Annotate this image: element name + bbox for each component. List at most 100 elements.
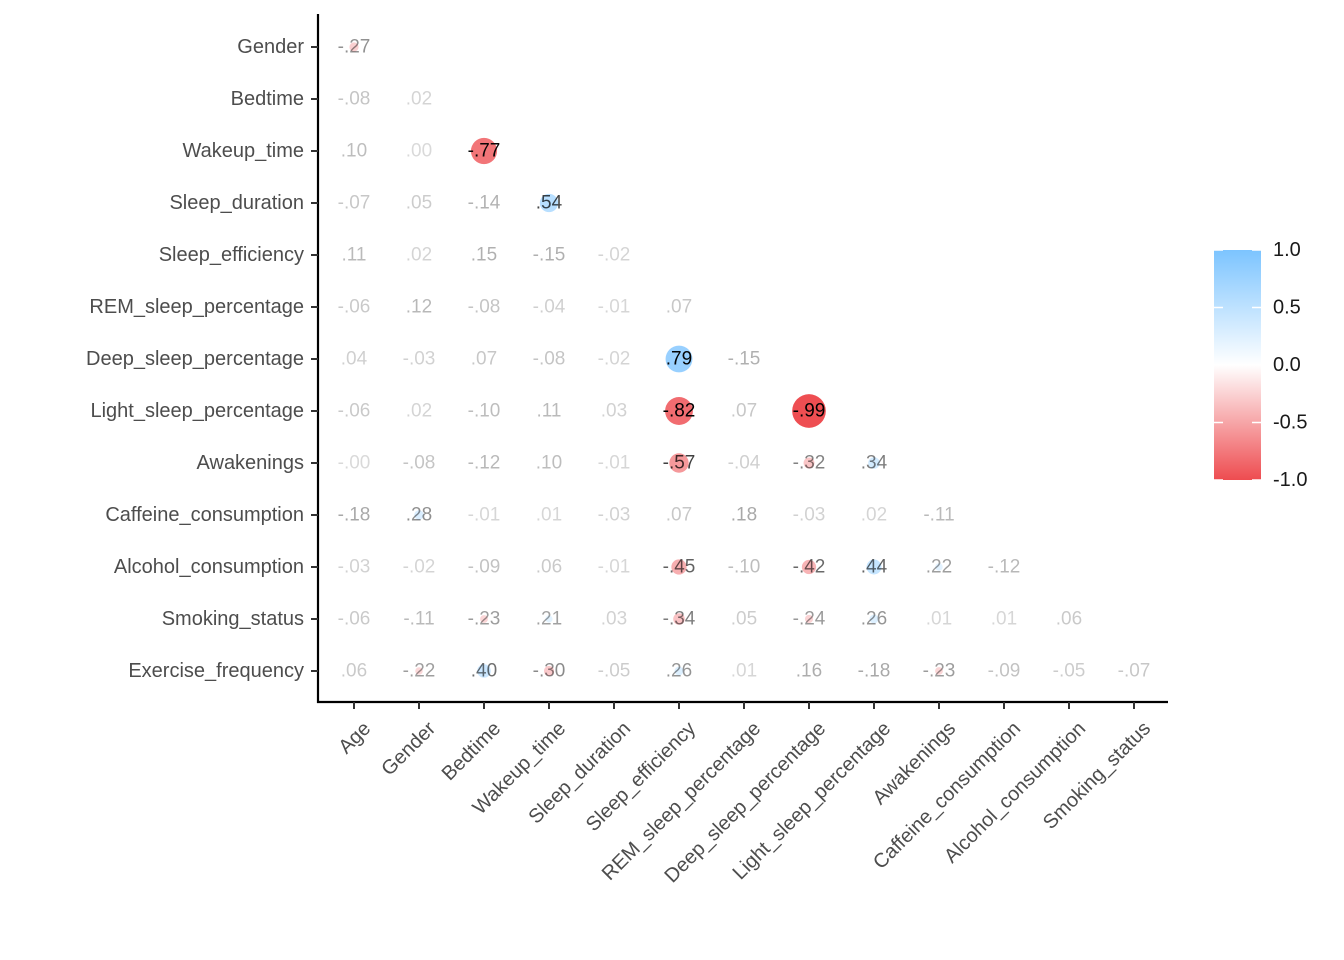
y-tick-label-alcohol-consumption: Alcohol_consumption <box>114 556 304 578</box>
cell-label-deep-sleep-percentage-sleep-duration: -.02 <box>598 349 631 370</box>
y-tick-label-gender: Gender <box>237 36 304 58</box>
cell-circle-deep-sleep-percentage-sleep-efficiency <box>665 345 693 373</box>
cell-label-light-sleep-percentage-bedtime: -.10 <box>468 401 501 422</box>
cell-label-smoking-status-rem-sleep-percentage: .05 <box>731 609 757 630</box>
cell-label-sleep-duration-bedtime: -.14 <box>468 193 501 214</box>
cell-label-smoking-status-bedtime: -.23 <box>468 609 501 630</box>
cell-label-smoking-status-light-sleep-percentage: .26 <box>861 609 887 630</box>
cell-circle-smoking-status-sleep-efficiency <box>673 613 685 625</box>
cell-circle-exercise-frequency-gender <box>415 667 423 675</box>
cell-circle-light-sleep-percentage-sleep-efficiency <box>665 397 693 425</box>
legend-tick-label: 1.0 <box>1273 239 1301 261</box>
cell-circle-smoking-status-deep-sleep-percentage <box>804 614 814 624</box>
cell-label-sleep-efficiency-gender: .02 <box>406 245 432 266</box>
x-axis-tick-labels: Age GenderBedtimeWakeup_timeSleep_duratio… <box>334 717 1155 887</box>
cell-circle-exercise-frequency-awakenings <box>935 667 943 675</box>
cell-circle-light-sleep-percentage-deep-sleep-percentage <box>792 394 826 428</box>
cell-circle-alcohol-consumption-deep-sleep-percentage <box>801 559 817 575</box>
cell-circle-wakeup-time-bedtime <box>470 137 498 165</box>
cell-label-caffeine-consumption-age: -.18 <box>338 505 371 526</box>
cell-label-exercise-frequency-caffeine-consumption: -.09 <box>988 661 1021 682</box>
legend-tick-label: 0.0 <box>1273 354 1301 376</box>
cell-circle-alcohol-consumption-sleep-efficiency <box>671 559 687 575</box>
x-tick-label-gender: Gender <box>377 717 440 780</box>
y-tick-label-awakenings: Awakenings <box>197 452 304 474</box>
cell-label-exercise-frequency-age: .06 <box>341 661 367 682</box>
cell-label-caffeine-consumption-bedtime: -.01 <box>468 505 501 526</box>
cell-label-deep-sleep-percentage-sleep-efficiency: .79 <box>666 349 692 370</box>
cell-label-awakenings-bedtime: -.12 <box>468 453 501 474</box>
cell-label-rem-sleep-percentage-sleep-duration: -.01 <box>598 297 631 318</box>
cell-label-rem-sleep-percentage-sleep-efficiency: .07 <box>666 297 692 318</box>
cell-label-deep-sleep-percentage-age: .04 <box>341 349 368 370</box>
cell-label-caffeine-consumption-light-sleep-percentage: .02 <box>861 505 887 526</box>
cell-label-smoking-status-wakeup-time: .21 <box>536 609 562 630</box>
cell-label-alcohol-consumption-wakeup-time: .06 <box>536 557 562 578</box>
cell-label-deep-sleep-percentage-wakeup-time: -.08 <box>533 349 566 370</box>
cell-label-caffeine-consumption-sleep-efficiency: .07 <box>666 505 692 526</box>
cell-label-light-sleep-percentage-rem-sleep-percentage: .07 <box>731 401 757 422</box>
y-tick-label-bedtime: Bedtime <box>231 88 304 110</box>
cell-label-rem-sleep-percentage-bedtime: -.08 <box>468 297 501 318</box>
cell-label-alcohol-consumption-bedtime: -.09 <box>468 557 501 578</box>
cell-label-exercise-frequency-sleep-efficiency: .26 <box>666 661 692 682</box>
cell-circle-caffeine-consumption-gender <box>414 510 424 520</box>
cell-label-alcohol-consumption-deep-sleep-percentage: -.42 <box>793 557 826 578</box>
cell-circle-alcohol-consumption-awakenings <box>935 563 943 571</box>
cell-layer: -.27 -.08 .02 .10 .00 -.77 -.07 .05 -.14 .54 .11 .0… <box>338 37 1151 682</box>
cell-circle-sleep-duration-wakeup-time <box>539 193 559 213</box>
cell-label-awakenings-age: -.00 <box>338 453 371 474</box>
cell-label-smoking-status-gender: -.11 <box>403 609 434 630</box>
y-tick-label-sleep-efficiency: Sleep_efficiency <box>159 244 304 266</box>
cell-label-light-sleep-percentage-sleep-duration: .03 <box>601 401 627 422</box>
cell-label-alcohol-consumption-gender: -.02 <box>403 557 436 578</box>
cell-label-rem-sleep-percentage-gender: .12 <box>406 297 432 318</box>
cell-label-sleep-efficiency-age: .11 <box>341 245 366 266</box>
cell-label-sleep-duration-gender: .05 <box>406 193 432 214</box>
cell-circle-exercise-frequency-wakeup-time <box>543 665 555 677</box>
x-tick-label-bedtime: Bedtime <box>438 718 505 785</box>
cell-label-bedtime-age: -.08 <box>338 89 371 110</box>
cell-label-sleep-duration-age: -.07 <box>338 193 371 214</box>
cell-label-smoking-status-caffeine-consumption: .01 <box>991 609 1017 630</box>
cell-circle-exercise-frequency-bedtime <box>477 664 491 678</box>
y-tick-label-smoking-status: Smoking_status <box>162 608 304 630</box>
cell-label-awakenings-sleep-efficiency: -.57 <box>663 453 696 474</box>
cell-label-alcohol-consumption-rem-sleep-percentage: -.10 <box>728 557 761 578</box>
y-axis-tick-labels: Gender Bedtime Wakeup_time Sleep_duration Sl… <box>86 36 304 682</box>
cell-label-sleep-duration-wakeup-time: .54 <box>536 193 563 214</box>
cell-label-exercise-frequency-rem-sleep-percentage: .01 <box>731 661 757 682</box>
cell-label-alcohol-consumption-sleep-duration: -.01 <box>598 557 631 578</box>
y-tick-label-wakeup-time: Wakeup_time <box>182 140 304 162</box>
cell-label-wakeup-time-age: .10 <box>341 141 367 162</box>
cell-label-smoking-status-awakenings: .01 <box>926 609 952 630</box>
cell-label-caffeine-consumption-sleep-duration: -.03 <box>598 505 631 526</box>
cell-label-smoking-status-sleep-duration: .03 <box>601 609 627 630</box>
legend-tick-label: 0.5 <box>1273 297 1301 319</box>
y-tick-label-rem-sleep-percentage: REM_sleep_percentage <box>89 296 304 318</box>
cell-circle-awakenings-light-sleep-percentage <box>868 457 880 469</box>
cell-label-awakenings-wakeup-time: .10 <box>536 453 562 474</box>
cell-label-exercise-frequency-awakenings: -.23 <box>923 661 956 682</box>
cell-label-awakenings-rem-sleep-percentage: -.04 <box>728 453 761 474</box>
cell-label-alcohol-consumption-caffeine-consumption: -.12 <box>988 557 1021 578</box>
cell-label-alcohol-consumption-light-sleep-percentage: .44 <box>861 557 888 578</box>
cell-circle-awakenings-deep-sleep-percentage <box>803 457 815 469</box>
cell-label-exercise-frequency-bedtime: .40 <box>471 661 497 682</box>
cell-label-exercise-frequency-wakeup-time: -.30 <box>533 661 566 682</box>
cell-label-wakeup-time-gender: .00 <box>406 141 432 162</box>
legend-tick-label: -1.0 <box>1273 469 1307 491</box>
cell-label-exercise-frequency-deep-sleep-percentage: .16 <box>796 661 822 682</box>
cell-label-deep-sleep-percentage-bedtime: .07 <box>471 349 497 370</box>
x-tick-label-age: Age <box>334 718 375 759</box>
cell-label-exercise-frequency-gender: -.22 <box>403 661 436 682</box>
cell-circle-awakenings-sleep-efficiency <box>669 453 689 473</box>
cell-circle-gender-age <box>349 42 359 52</box>
cell-circle-smoking-status-wakeup-time <box>545 615 553 623</box>
color-legend: 1.0 0.5 0.0 -0.5 -1.0 <box>1214 239 1307 491</box>
cell-label-smoking-status-sleep-efficiency: -.34 <box>663 609 696 630</box>
cell-circle-exercise-frequency-sleep-efficiency <box>674 666 684 676</box>
cell-label-rem-sleep-percentage-wakeup-time: -.04 <box>533 297 566 318</box>
cell-label-caffeine-consumption-rem-sleep-percentage: .18 <box>731 505 757 526</box>
